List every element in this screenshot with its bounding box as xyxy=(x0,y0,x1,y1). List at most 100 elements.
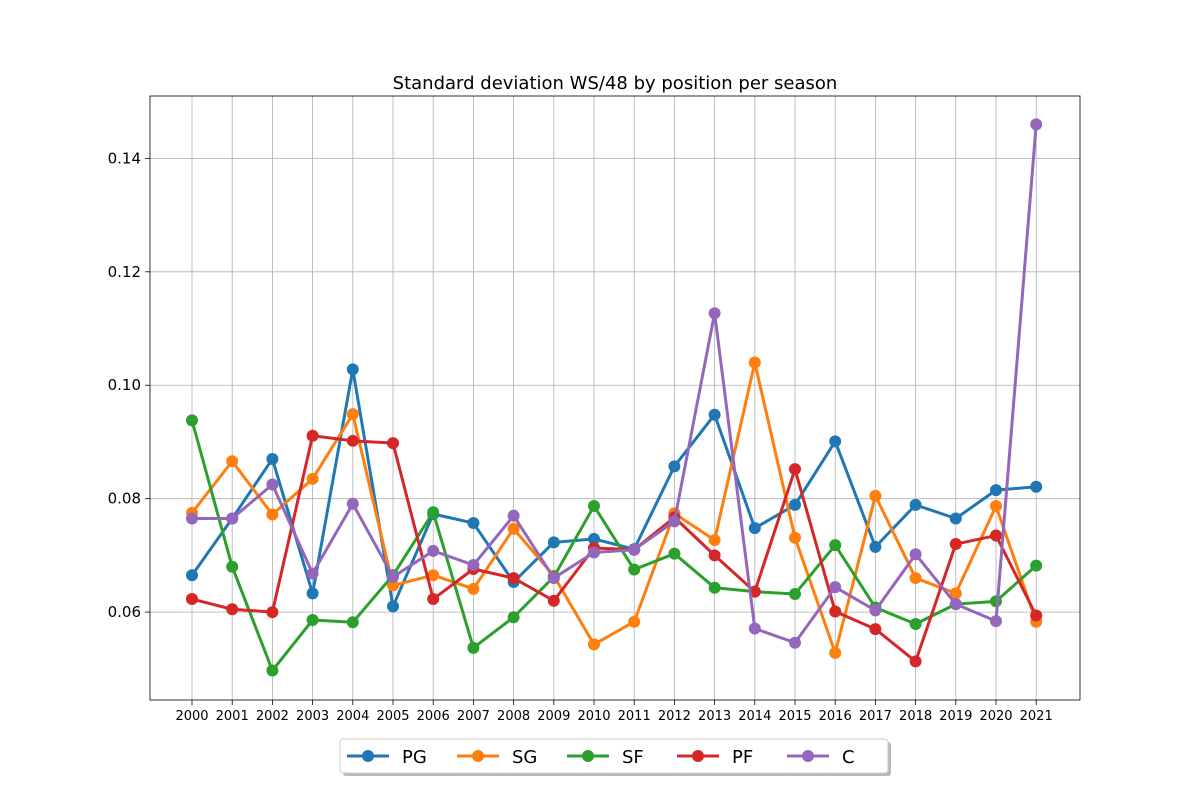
legend-marker-pf xyxy=(692,750,704,762)
y-tick-label-0.14: 0.14 xyxy=(108,149,141,167)
data-point-c-2006 xyxy=(427,544,440,557)
data-point-c-2005 xyxy=(387,570,399,583)
data-point-pf-2002 xyxy=(266,606,279,619)
legend: PG SG SF PF C xyxy=(339,738,891,776)
data-point-pg-2010 xyxy=(588,532,600,545)
data-point-pg-2019 xyxy=(949,512,962,525)
data-point-sg-2019 xyxy=(949,587,962,600)
data-point-pg-2005 xyxy=(387,600,399,613)
axes: 2000 2001 2002 2003 2004 2005 2006 2007 2008 2009… xyxy=(108,95,1081,724)
data-point-pf-2019 xyxy=(949,538,962,551)
data-point-pg-2021 xyxy=(1030,480,1043,493)
legend-entry-sf: SF xyxy=(567,747,644,768)
data-point-sf-2000 xyxy=(186,414,198,427)
x-tick-label-2010: 2010 xyxy=(577,709,610,724)
data-point-sg-2010 xyxy=(588,638,600,651)
series-line-pg xyxy=(190,367,1037,608)
data-point-sf-2018 xyxy=(909,618,922,631)
data-point-pg-2009 xyxy=(547,536,560,549)
data-point-sg-2007 xyxy=(467,582,480,595)
legend-entry-pf: PF xyxy=(677,747,753,768)
data-point-pf-2015 xyxy=(789,463,801,476)
data-point-pf-2001 xyxy=(226,603,239,616)
x-tick-label-2013: 2013 xyxy=(698,709,731,724)
data-point-c-2003 xyxy=(306,567,319,580)
x-tick-label-2008: 2008 xyxy=(497,709,530,724)
x-tick-label-2007: 2007 xyxy=(457,709,490,724)
legend-label-pf: PF xyxy=(732,747,753,768)
legend-marker-pg xyxy=(362,750,374,762)
data-point-pf-2006 xyxy=(427,593,440,606)
data-point-sg-2015 xyxy=(789,531,801,544)
x-tick-label-2020: 2020 xyxy=(979,709,1012,724)
series-line-sg xyxy=(190,361,1038,655)
data-point-sg-2002 xyxy=(266,508,279,521)
data-point-pg-2013 xyxy=(708,408,721,421)
data-point-pf-2004 xyxy=(346,434,359,447)
x-tick-label-2014: 2014 xyxy=(738,709,771,724)
data-point-pg-2020 xyxy=(990,484,1002,497)
data-point-sg-2004 xyxy=(346,408,359,421)
data-point-sg-2011 xyxy=(628,615,641,628)
x-tick-label-2004: 2004 xyxy=(336,709,369,724)
chart-title: Standard deviation WS/48 by position per… xyxy=(393,73,838,94)
data-point-sf-2004 xyxy=(346,616,359,629)
data-point-pf-2008 xyxy=(507,572,520,585)
data-point-sf-2006 xyxy=(427,506,440,519)
data-point-c-2021 xyxy=(1030,118,1043,131)
data-point-sf-2013 xyxy=(708,581,721,594)
x-tick-label-2002: 2002 xyxy=(256,709,289,724)
x-tick-label-2005: 2005 xyxy=(376,709,409,724)
data-point-sf-2008 xyxy=(507,611,520,624)
data-point-pg-2017 xyxy=(869,540,882,553)
data-point-pg-2012 xyxy=(668,460,681,473)
y-tick-label-0.12: 0.12 xyxy=(108,263,141,281)
data-point-pg-2003 xyxy=(306,587,319,600)
data-point-c-2000 xyxy=(186,512,198,525)
legend-entry-sg: SG xyxy=(457,747,537,768)
data-point-sg-2001 xyxy=(226,455,239,468)
data-point-sf-2003 xyxy=(306,614,319,627)
legend-entry-pg: PG xyxy=(347,747,427,768)
data-point-sg-2016 xyxy=(829,646,842,659)
legend-entry-c: C xyxy=(787,747,855,768)
series-c xyxy=(186,118,1043,649)
data-point-sg-2006 xyxy=(427,569,440,582)
data-point-pg-2018 xyxy=(909,498,922,511)
x-tick-label-2015: 2015 xyxy=(778,709,811,724)
x-tick-label-2000: 2000 xyxy=(175,709,208,724)
x-tick-label-2019: 2019 xyxy=(939,709,972,724)
data-point-c-2011 xyxy=(628,543,641,556)
legend-label-sf: SF xyxy=(622,747,644,768)
x-tick-label-2018: 2018 xyxy=(899,709,932,724)
grid-lines xyxy=(150,96,1080,700)
x-tick-label-2003: 2003 xyxy=(296,709,329,724)
legend-marker-sf xyxy=(582,750,594,762)
x-tick-label-2011: 2011 xyxy=(618,709,651,724)
data-point-pg-2002 xyxy=(266,452,279,465)
data-point-c-2014 xyxy=(748,622,761,635)
data-point-c-2018 xyxy=(909,548,922,561)
data-point-sf-2010 xyxy=(588,500,600,513)
data-point-sf-2015 xyxy=(789,587,801,600)
data-point-pf-2003 xyxy=(306,429,319,442)
data-point-sg-2018 xyxy=(909,572,922,585)
series-line-sf xyxy=(190,420,1038,673)
data-point-pg-2014 xyxy=(748,522,761,535)
series-line-c xyxy=(192,124,1038,645)
data-point-sg-2017 xyxy=(869,489,882,502)
data-point-pg-2004 xyxy=(346,363,359,376)
series-line-pf xyxy=(191,434,1038,663)
legend-marker-sg xyxy=(472,750,484,762)
data-point-c-2009 xyxy=(547,572,560,585)
legend-label-sg: SG xyxy=(512,747,537,768)
data-point-c-2013 xyxy=(708,307,721,320)
data-point-sg-2008 xyxy=(507,522,520,535)
data-point-sf-2016 xyxy=(829,539,842,552)
data-point-pg-2015 xyxy=(789,498,801,511)
x-tick-label-2012: 2012 xyxy=(658,709,691,724)
data-point-c-2020 xyxy=(990,615,1002,628)
plot-frame xyxy=(149,95,1081,701)
data-point-c-2004 xyxy=(346,497,359,510)
